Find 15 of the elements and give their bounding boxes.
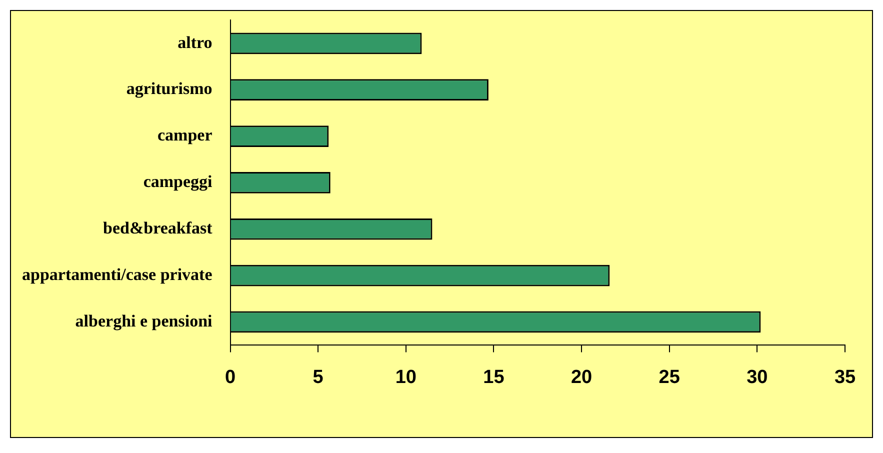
y-tick-label: alberghi e pensioni <box>75 311 213 330</box>
x-tick-label: 5 <box>312 366 324 388</box>
x-tick-label: 30 <box>746 366 768 388</box>
y-tick-label: campeggi <box>143 172 213 192</box>
y-tick-label: camper <box>158 126 213 145</box>
x-tick-label: 15 <box>483 366 505 388</box>
x-tick-label: 20 <box>570 366 592 388</box>
y-tick-label: agriturismo <box>126 79 212 98</box>
y-tick-label: appartamenti/case private <box>22 264 213 284</box>
y-tick-label: altro <box>178 32 212 52</box>
x-tick-label: 0 <box>224 366 236 388</box>
x-tick-label: 25 <box>658 366 680 388</box>
y-tick-label: bed&breakfast <box>103 218 213 238</box>
x-tick-label: 35 <box>834 366 856 388</box>
x-tick-label: 10 <box>395 366 416 388</box>
